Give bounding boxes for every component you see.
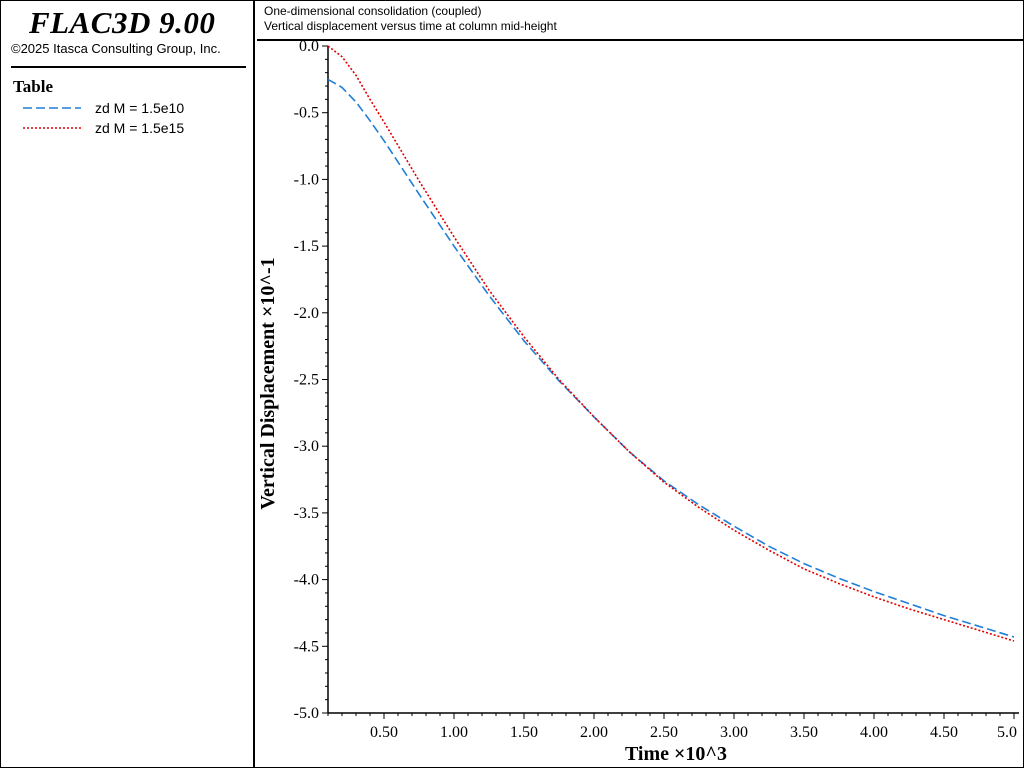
panel-divider (11, 66, 246, 68)
x-tick-label: 1.50 (510, 724, 538, 741)
chart-area: 0.0 -0.5 -1.0 -1.5 -2.0 -2.5 -3.0 -3.5 -4.0 -4.5 -… (257, 41, 1019, 765)
x-axis-title: Time ×10^3 (625, 743, 727, 765)
series-line-2 (327, 45, 1015, 642)
x-tick-label: 5.0 (997, 724, 1017, 741)
legend-panel: FLAC3D 9.00 ©2025 Itasca Consulting Grou… (1, 1, 255, 767)
y-tick-label: 0.0 (299, 41, 319, 55)
axes: 0.0 -0.5 -1.0 -1.5 -2.0 -2.5 -3.0 -3.5 -4.0 -4.5 -… (294, 41, 1019, 741)
x-tick-label: 2.00 (580, 724, 608, 741)
x-tick-label: 4.50 (930, 724, 958, 741)
legend-title: Table (13, 77, 54, 96)
x-tick-label: 3.50 (790, 724, 818, 741)
legend-swatch-dashed (23, 107, 81, 109)
y-tick-label: -3.5 (294, 505, 319, 522)
app-title: FLAC3D 9.00 (29, 5, 216, 40)
y-tick-label: -2.0 (294, 305, 319, 322)
series-line-1 (327, 78, 1015, 638)
plot-subtitle-line-1: One-dimensional consolidation (coupled) (264, 4, 482, 18)
legend-item-series-2: zd M = 1.5e15 (23, 120, 243, 136)
y-tick-label: -3.0 (294, 438, 319, 455)
y-tick-label: -2.5 (294, 372, 319, 389)
y-axis-title: Vertical Displacement ×10^-1 (257, 257, 279, 509)
x-tick-label: 4.00 (860, 724, 888, 741)
x-tick-label: 0.50 (370, 724, 398, 741)
x-tick-label: 3.00 (720, 724, 748, 741)
y-tick-label: -0.5 (294, 105, 319, 122)
x-tick-label: 1.00 (440, 724, 468, 741)
series-layer (327, 45, 1015, 642)
legend-label: zd M = 1.5e10 (95, 100, 185, 116)
plot-subtitle-line-2: Vertical displacement versus time at col… (264, 19, 557, 33)
y-tick-label: -4.5 (294, 638, 319, 655)
x-tick-label: 2.50 (650, 724, 678, 741)
y-tick-label: -1.0 (294, 171, 319, 188)
legend-item-series-1: zd M = 1.5e10 (23, 100, 243, 116)
y-tick-label: -5.0 (294, 705, 319, 722)
y-tick-label: -4.0 (294, 572, 319, 589)
plot-header: One-dimensional consolidation (coupled) … (257, 1, 1023, 41)
legend-label: zd M = 1.5e15 (95, 120, 185, 136)
legend-swatch-dotted (23, 127, 81, 129)
copyright-text: ©2025 Itasca Consulting Group, Inc. (11, 41, 221, 56)
y-tick-label: -1.5 (294, 238, 319, 255)
